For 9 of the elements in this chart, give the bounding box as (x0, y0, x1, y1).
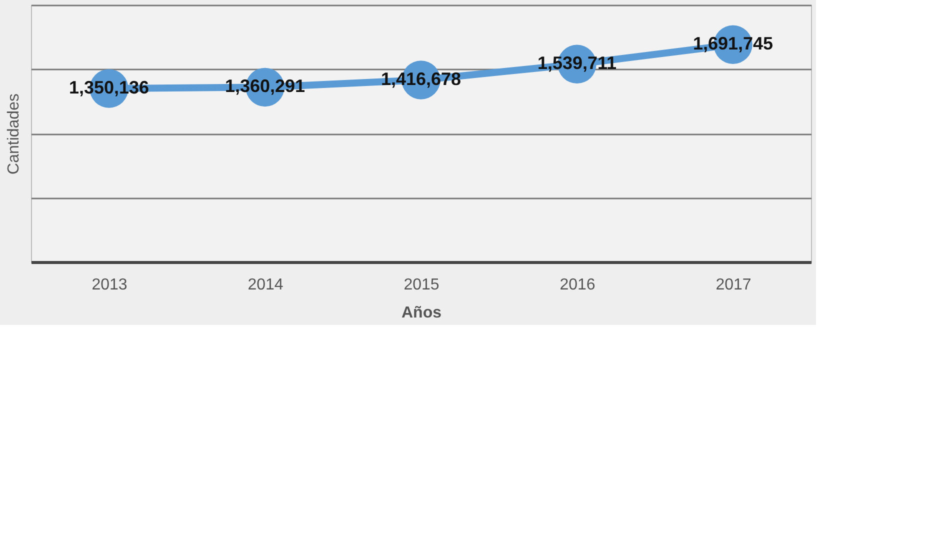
x-tick-label: 2016 (560, 276, 596, 294)
y-axis-title: Cantidades (6, 94, 22, 174)
x-tick-label: 2013 (92, 276, 128, 294)
data-label: 1,416,678 (380, 68, 462, 89)
x-axis-title: Años (402, 304, 442, 322)
data-label: 1,360,291 (224, 76, 306, 96)
x-tick-label: 2017 (716, 276, 752, 294)
x-tick-label: 2015 (404, 276, 440, 294)
x-tick-label: 2014 (248, 276, 284, 294)
